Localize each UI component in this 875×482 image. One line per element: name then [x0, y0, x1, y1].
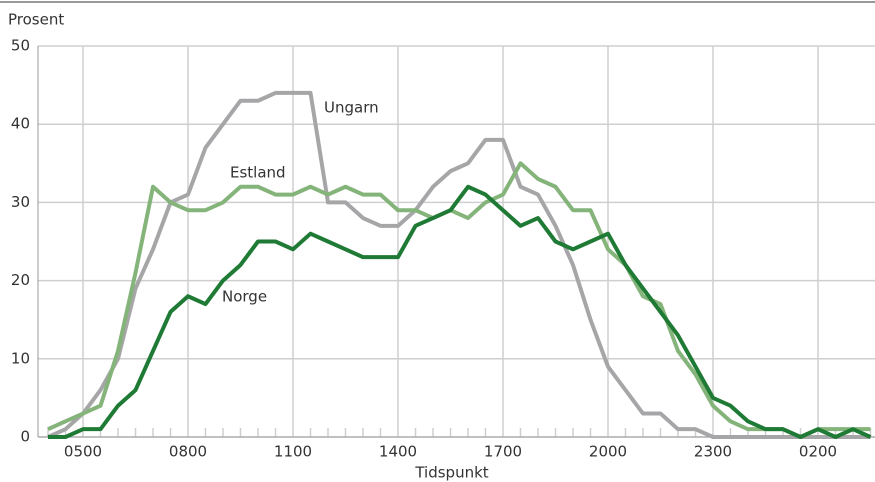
x-tick-label: 1100 — [274, 443, 312, 461]
series-label: Norge — [222, 288, 267, 306]
y-tick-label: 30 — [11, 193, 30, 211]
y-tick-label: 10 — [11, 349, 30, 367]
x-tick-label: 1400 — [379, 443, 417, 461]
x-tick-label: 2000 — [589, 443, 627, 461]
x-tick-label: 0800 — [169, 443, 207, 461]
series-line — [47, 90, 871, 439]
series-line — [47, 161, 871, 439]
y-tick-label: 20 — [11, 271, 30, 289]
x-tick-label: 0500 — [64, 443, 102, 461]
x-tick-label: 0200 — [799, 443, 837, 461]
series-line — [48, 184, 872, 439]
x-tick-label: 2300 — [694, 443, 732, 461]
x-tick-label: 1700 — [484, 443, 522, 461]
y-tick-label: 0 — [20, 428, 30, 446]
series-label: Ungarn — [324, 99, 379, 117]
x-axis-label: Tidspunkt — [414, 464, 488, 482]
y-axis-label: Prosent — [8, 11, 64, 29]
y-tick-label: 40 — [11, 115, 30, 133]
series-label: Estland — [230, 164, 286, 182]
y-tick-label: 50 — [11, 37, 30, 55]
